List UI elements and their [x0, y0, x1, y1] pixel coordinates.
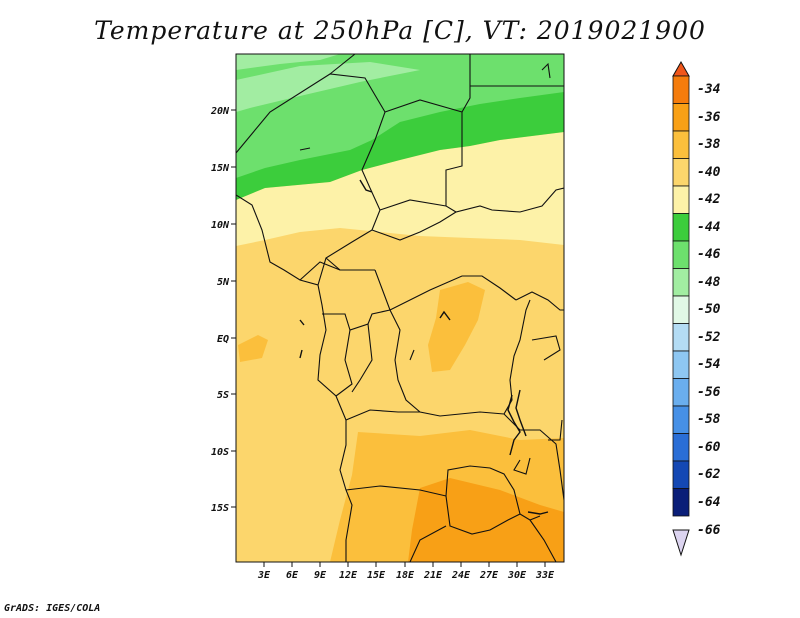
colorbar-label: -64	[697, 495, 721, 510]
colorbar-box	[672, 295, 690, 324]
field-minus38-congo	[428, 282, 485, 372]
field-minus48-corner	[236, 54, 340, 70]
colorbar-box	[672, 488, 690, 517]
colorbar-label: -34	[697, 82, 721, 97]
colorbar-label: -38	[697, 137, 721, 152]
colorbar-box	[672, 103, 690, 132]
lon-label: 21E	[423, 570, 443, 581]
country-borders	[236, 54, 564, 562]
colorbar-label: -46	[697, 247, 721, 262]
lat-label: 20N	[210, 106, 230, 117]
lon-label: 12E	[339, 570, 358, 581]
colorbar-label: -62	[697, 467, 721, 482]
colorbar-bottom-arrow	[672, 529, 690, 557]
map-title: Temperature at 250hPa [C], VT: 201902190…	[94, 16, 706, 45]
field-minus42	[236, 132, 564, 246]
colorbar-labels: -34 -36 -38 -40 -42 -44 -46 -48 -50 -52 …	[697, 82, 721, 538]
lon-label: 24E	[451, 570, 471, 581]
lat-label: 5S	[217, 390, 229, 401]
temperature-field	[236, 54, 564, 562]
lat-label: 10S	[211, 447, 229, 458]
lon-label: 3E	[257, 570, 271, 581]
colorbar-box	[672, 185, 690, 214]
colorbar-box	[672, 240, 690, 269]
colorbar-box	[672, 75, 690, 104]
lon-label: 33E	[535, 570, 555, 581]
colorbar-box	[672, 433, 690, 462]
colorbar-label: -54	[697, 357, 721, 372]
colorbar-box	[672, 268, 690, 297]
lat-label: 10N	[211, 220, 230, 231]
colorbar-label: -44	[697, 220, 721, 235]
colorbar-top-arrow	[672, 60, 690, 77]
colorbar-label: -56	[697, 385, 721, 400]
colorbar-label: -58	[697, 412, 721, 427]
colorbar-label: -52	[697, 330, 721, 345]
lon-label: 6E	[286, 570, 299, 581]
lat-labels: 20N 15N 10N 5N EQ 5S 10S 15S	[210, 106, 230, 514]
field-minus36	[408, 478, 564, 562]
colorbar-box	[672, 130, 690, 159]
colorbar: -34 -36 -38 -40 -42 -44 -46 -48 -50 -52 …	[672, 60, 721, 557]
lon-labels: 3E 6E 9E 12E 15E 18E 21E 24E 27E 30E 33E	[257, 570, 555, 581]
field-minus38-west	[238, 335, 268, 362]
colorbar-label: -66	[697, 523, 721, 538]
lon-label: 27E	[479, 570, 499, 581]
colorbar-label: -42	[697, 192, 721, 207]
colorbar-box	[672, 350, 690, 379]
colorbar-box	[672, 460, 690, 489]
colorbar-label: -48	[697, 275, 721, 290]
lat-label: EQ	[217, 334, 229, 345]
colorbar-box	[672, 378, 690, 407]
colorbar-label: -50	[697, 302, 721, 317]
lon-label: 18E	[396, 570, 415, 581]
colorbar-label: -60	[697, 440, 721, 455]
map-frame	[235, 53, 565, 563]
colorbar-box	[672, 405, 690, 434]
colorbar-box	[672, 158, 690, 187]
colorbar-box	[672, 323, 690, 352]
lat-label: 15N	[211, 163, 230, 174]
lon-label: 15E	[367, 570, 386, 581]
field-minus48-north	[236, 62, 420, 112]
lat-ticks	[231, 109, 236, 508]
colorbar-box	[672, 213, 690, 242]
lon-ticks	[263, 562, 546, 567]
lat-label: 15S	[211, 503, 229, 514]
lon-label: 30E	[507, 570, 527, 581]
lon-label: 9E	[314, 570, 327, 581]
lake-outlines	[299, 179, 549, 515]
lat-label: 5N	[217, 277, 230, 288]
colorbar-label: -40	[697, 165, 721, 180]
colorbar-boxes	[672, 75, 690, 517]
grads-credit: GrADS: IGES/COLA	[4, 603, 101, 614]
colorbar-label: -36	[697, 110, 721, 125]
